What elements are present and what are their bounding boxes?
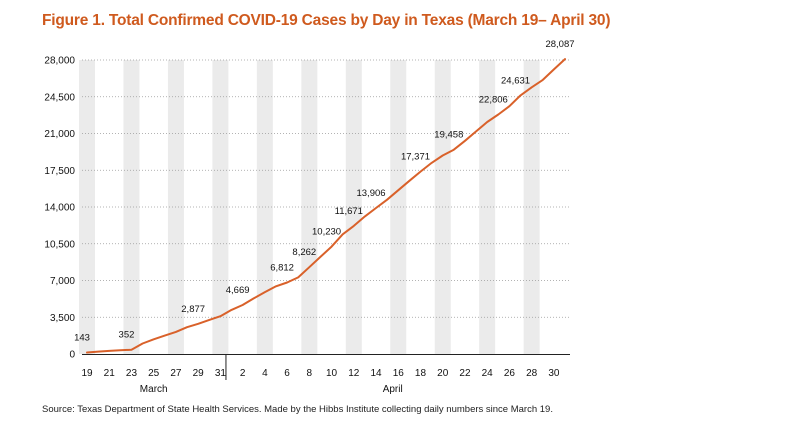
data-labels: 143 352 2,877 4,669 6,812 8,262 10,230 11,671 13… — [74, 39, 574, 343]
cases-line — [86, 58, 566, 354]
x-tick-label: 27 — [170, 368, 182, 379]
data-label: 6,812 — [270, 262, 294, 273]
data-label: 11,671 — [335, 206, 363, 217]
data-label: 4,669 — [226, 285, 250, 296]
x-axis-ticks: 19 21 23 25 27 29 31 2 4 6 8 10 12 14 16 18 20 22 24 26 28 30 — [81, 368, 559, 379]
data-label: 10,230 — [312, 227, 341, 238]
data-label: 28,087 — [545, 39, 574, 50]
x-tick-label: 18 — [415, 368, 427, 379]
x-tick-label: 20 — [437, 368, 449, 379]
band-0 — [79, 60, 95, 354]
data-label: 143 — [74, 332, 90, 343]
y-tick-label: 14,000 — [44, 203, 75, 214]
x-tick-label: 24 — [482, 368, 494, 379]
y-tick-label: 3,500 — [50, 313, 75, 324]
data-label: 2,877 — [181, 304, 205, 315]
x-tick-label: 22 — [459, 368, 471, 379]
y-tick-label: 21,000 — [44, 129, 75, 140]
series-line — [86, 58, 566, 354]
x-tick-label: 4 — [262, 368, 268, 379]
band-2 — [123, 60, 140, 354]
x-tick-label: 19 — [81, 368, 93, 379]
x-tick-label: 8 — [307, 368, 313, 379]
y-tick-label: 17,500 — [44, 166, 75, 177]
data-label: 22,806 — [479, 95, 508, 106]
x-tick-label: 28 — [526, 368, 538, 379]
source-note: Source: Texas Department of State Health… — [42, 404, 553, 415]
band-10 — [301, 60, 318, 354]
x-tick-label: 14 — [370, 368, 382, 379]
data-label: 19,458 — [434, 130, 463, 141]
y-tick-label: 0 — [69, 350, 75, 361]
month-label: March — [140, 384, 168, 395]
data-label: 13,906 — [356, 188, 385, 199]
gridlines — [82, 59, 570, 318]
x-tick-label: 6 — [284, 368, 290, 379]
y-axis-ticks: 0 3,500 7,000 10,500 14,000 17,500 21,000 24,50… — [44, 56, 75, 361]
y-tick-label: 24,500 — [44, 92, 75, 103]
x-axis — [82, 354, 570, 380]
y-tick-label: 28,000 — [44, 56, 75, 67]
month-labels: March April — [140, 384, 403, 395]
chart-title: Figure 1. Total Confirmed COVID-19 Cases… — [42, 12, 611, 29]
x-tick-label: 30 — [548, 368, 560, 379]
x-tick-label: 26 — [504, 368, 516, 379]
y-tick-label: 7,000 — [50, 276, 75, 287]
x-tick-label: 29 — [193, 368, 205, 379]
x-tick-label: 25 — [148, 368, 160, 379]
x-tick-label: 21 — [104, 368, 116, 379]
x-tick-label: 2 — [240, 368, 246, 379]
data-label: 24,631 — [501, 75, 530, 86]
x-tick-label: 10 — [326, 368, 338, 379]
y-tick-label: 10,500 — [44, 239, 75, 250]
data-label: 8,262 — [292, 247, 316, 258]
x-tick-label: 16 — [393, 368, 405, 379]
x-tick-label: 23 — [126, 368, 138, 379]
data-label: 352 — [119, 330, 135, 341]
x-tick-label: 12 — [348, 368, 360, 379]
x-tick-label: 31 — [215, 368, 227, 379]
month-label: April — [383, 384, 403, 395]
data-label: 17,371 — [401, 152, 430, 163]
